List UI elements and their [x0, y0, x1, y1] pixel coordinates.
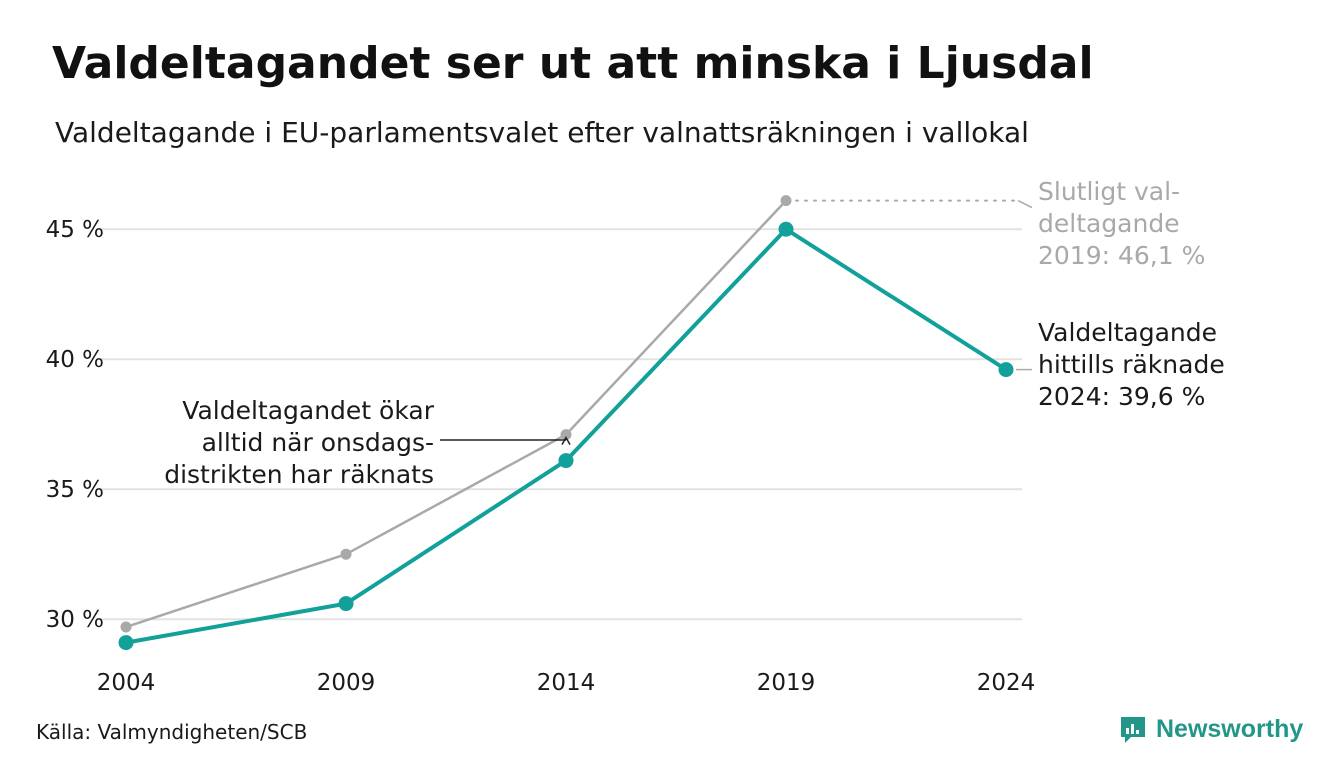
annotation-note-line: Valdeltagandet ökar: [182, 396, 434, 425]
annotation-note-line: alltid när onsdags-: [202, 428, 434, 457]
annotation-final-line: deltagande: [1038, 209, 1180, 238]
data-point-final: [120, 621, 132, 633]
data-point-preliminary: [558, 453, 574, 469]
annotation-note-line: distrikten har räknats: [164, 460, 434, 489]
x-tick-label: 2009: [317, 670, 376, 696]
data-point-preliminary: [998, 362, 1014, 378]
brand-logo: Newsworthy: [1118, 714, 1303, 744]
y-tick-label: 30 %: [46, 607, 104, 633]
x-tick-label: 2019: [757, 670, 816, 696]
chart-subtitle: Valdeltagande i EU-parlamentsvalet efter…: [55, 116, 1029, 149]
data-point-preliminary: [778, 221, 794, 237]
newsworthy-logo-icon: [1121, 717, 1145, 743]
data-point-preliminary: [338, 596, 354, 612]
y-tick-label: 35 %: [46, 477, 104, 503]
data-point-final: [560, 429, 572, 441]
source-note: Källa: Valmyndigheten/SCB: [36, 720, 308, 744]
series-line-final: [124, 199, 788, 629]
y-tick-label: 45 %: [46, 217, 104, 243]
annotation-current-line: hittills räknade: [1038, 350, 1225, 379]
annotation-final-line: 2019: 46,1 %: [1038, 241, 1205, 270]
x-tick-label: 2024: [977, 670, 1036, 696]
annotation-current-line: Valdeltagande: [1038, 318, 1217, 347]
leader-line-final-tick: [1017, 199, 1033, 209]
brand-name: Newsworthy: [1156, 714, 1304, 743]
x-tick-label: 2004: [97, 670, 156, 696]
chart-title: Valdeltagandet ser ut att minska i Ljusd…: [52, 38, 1094, 89]
note-arrow-head: [561, 436, 571, 445]
x-tick-label: 2014: [537, 670, 596, 696]
annotation-final-line: Slutligt val-: [1038, 177, 1180, 206]
data-point-final: [340, 548, 352, 560]
data-point-final: [780, 195, 792, 207]
data-point-preliminary: [118, 635, 134, 651]
annotation-current-line: 2024: 39,6 %: [1038, 382, 1205, 411]
y-tick-label: 40 %: [46, 347, 104, 373]
